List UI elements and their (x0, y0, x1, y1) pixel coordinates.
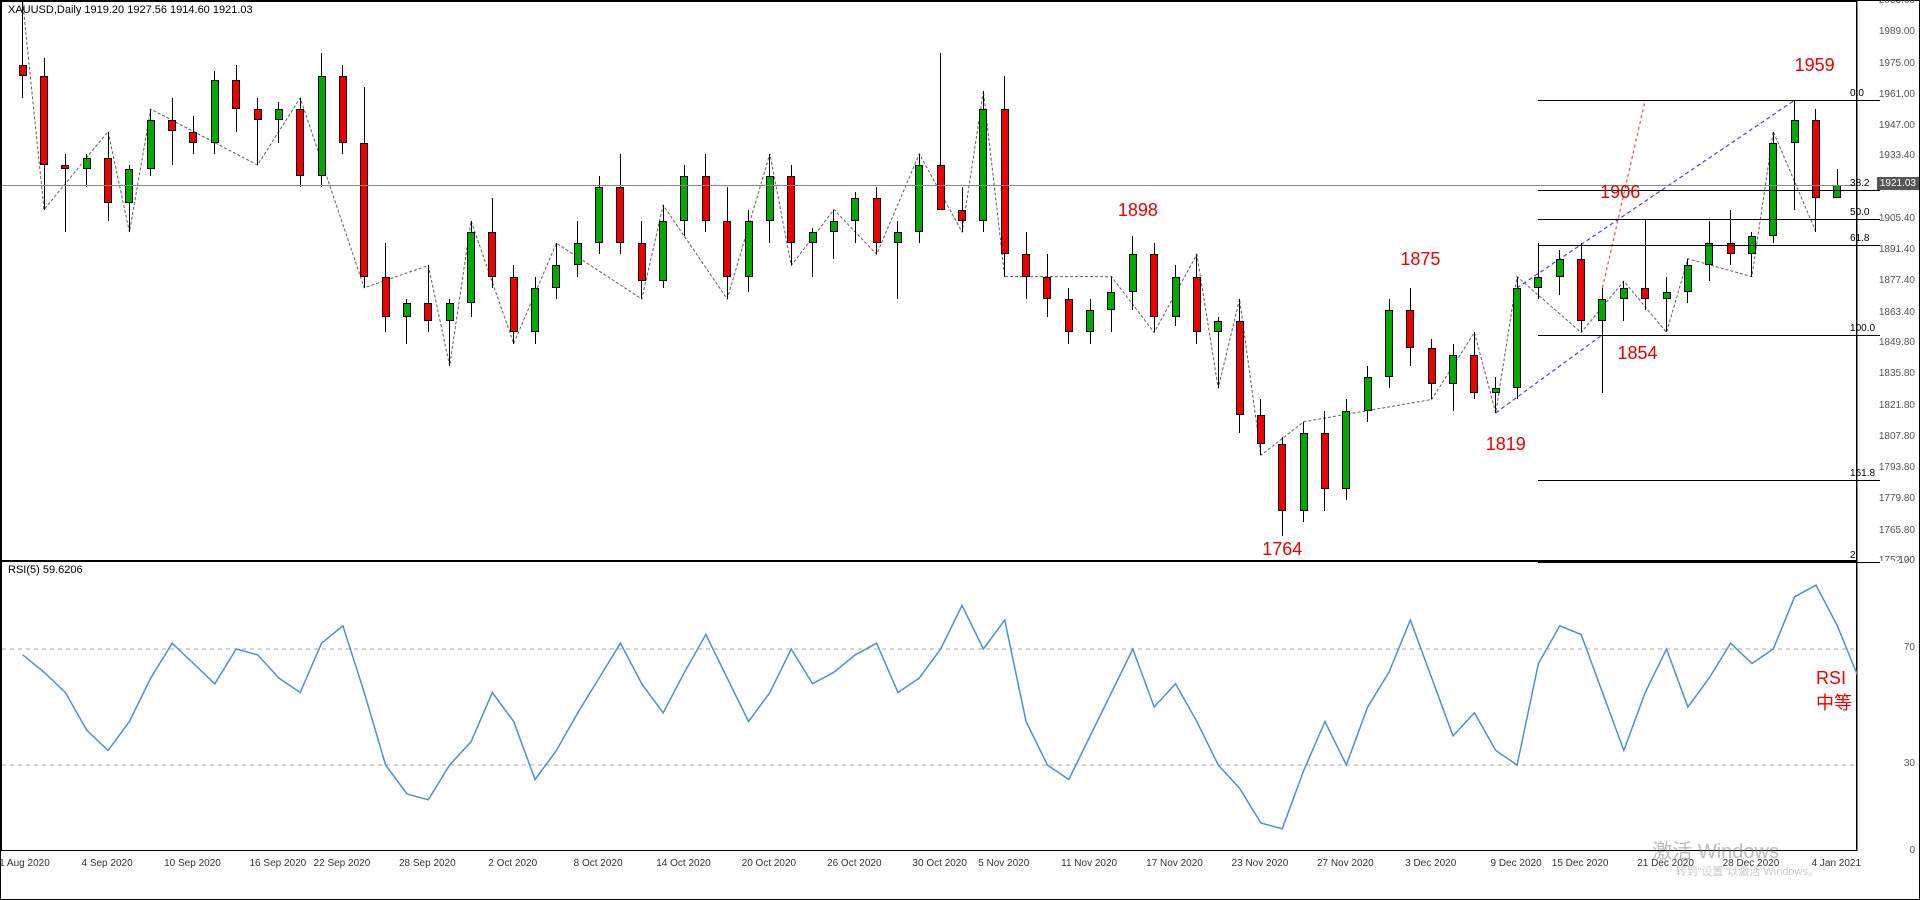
rsi-svg (2, 562, 1858, 852)
trading-chart-window: XAUUSD,Daily 1919.20 1927.56 1914.60 192… (0, 0, 1920, 900)
rsi-axis: 03070100 (1857, 561, 1919, 851)
date-axis: 31 Aug 20204 Sep 202010 Sep 202016 Sep 2… (1, 849, 1920, 899)
price-chart-panel[interactable]: XAUUSD,Daily 1919.20 1927.56 1914.60 192… (1, 1, 1857, 561)
windows-watermark: 激活 Windows (1652, 835, 1779, 864)
chart-symbol-title: XAUUSD,Daily 1919.20 1927.56 1914.60 192… (8, 4, 253, 16)
rsi-title: RSI(5) 59.6206 (8, 564, 83, 576)
windows-watermark-sub: 转到"设置"以激活 Windows。 (1676, 863, 1820, 879)
rsi-indicator-panel[interactable]: RSI(5) 59.6206 RSI中等 (1, 561, 1857, 851)
